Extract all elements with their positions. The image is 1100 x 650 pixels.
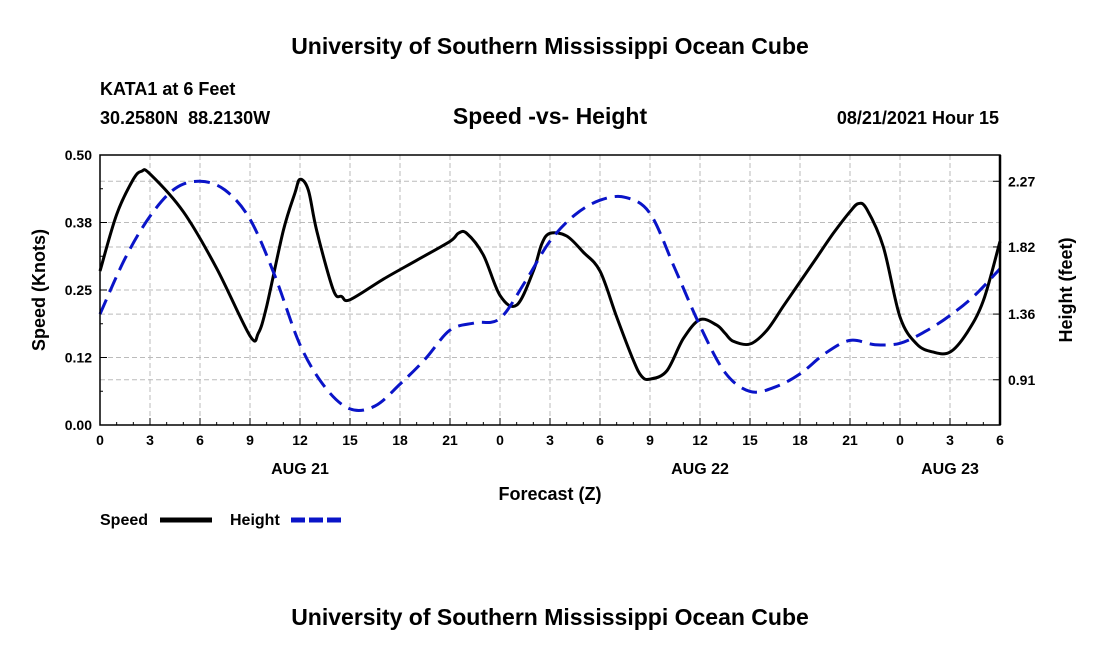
legend: Speed Height bbox=[100, 512, 343, 529]
x-tick-label: 3 bbox=[946, 432, 954, 448]
y-tick-label: 0.00 bbox=[65, 417, 92, 433]
y-tick-label: 0.50 bbox=[65, 147, 92, 163]
y2-tick-label: 1.36 bbox=[1008, 306, 1035, 322]
legend-height-label: Height bbox=[230, 512, 280, 529]
x-tick-label: 6 bbox=[596, 432, 604, 448]
axes: 0 3 6 9 12 15 18 21 0 3 6 9 12 15 18 21 0 3 6 AUG 21 AUG 22 A… bbox=[65, 147, 1036, 478]
x-tick-label: 3 bbox=[546, 432, 554, 448]
x-tick-label: 3 bbox=[146, 432, 154, 448]
x-tick-label: 9 bbox=[646, 432, 654, 448]
x-tick-label: 12 bbox=[292, 432, 308, 448]
y-tick-label: 0.12 bbox=[65, 350, 92, 366]
footer-title: University of Southern Mississippi Ocean… bbox=[291, 604, 809, 630]
legend-speed-label: Speed bbox=[100, 512, 148, 529]
x-tick-label: 0 bbox=[96, 432, 104, 448]
y-axis-label: Speed (Knots) bbox=[29, 229, 49, 351]
chart-title: Speed -vs- Height bbox=[453, 103, 648, 129]
x-tick-label: 6 bbox=[996, 432, 1004, 448]
data-series bbox=[98, 168, 1002, 412]
date-label: AUG 21 bbox=[271, 461, 329, 478]
forecast-datetime: 08/21/2021 Hour 15 bbox=[837, 108, 999, 128]
date-label: AUG 23 bbox=[921, 461, 979, 478]
x-tick-label: 15 bbox=[342, 432, 358, 448]
x-tick-label: 12 bbox=[692, 432, 708, 448]
x-tick-label: 21 bbox=[442, 432, 458, 448]
x-tick-label: 21 bbox=[842, 432, 858, 448]
y-tick-label: 0.38 bbox=[65, 215, 92, 231]
x-tick-label: 0 bbox=[496, 432, 504, 448]
date-label: AUG 22 bbox=[671, 461, 729, 478]
y-tick-label: 0.25 bbox=[65, 282, 92, 298]
x-tick-label: 6 bbox=[196, 432, 204, 448]
x-tick-label: 0 bbox=[896, 432, 904, 448]
y2-tick-label: 2.27 bbox=[1008, 173, 1035, 189]
y2-axis-label: Height (feet) bbox=[1056, 238, 1076, 343]
x-tick-label: 18 bbox=[792, 432, 808, 448]
y2-tick-label: 0.91 bbox=[1008, 372, 1035, 388]
station-coords: 30.2580N 88.2130W bbox=[100, 108, 270, 128]
x-tick-label: 9 bbox=[246, 432, 254, 448]
y2-tick-label: 1.82 bbox=[1008, 239, 1035, 255]
grid-lines bbox=[100, 155, 1000, 425]
x-tick-label: 15 bbox=[742, 432, 758, 448]
station-label: KATA1 at 6 Feet bbox=[100, 79, 235, 99]
x-tick-label: 18 bbox=[392, 432, 408, 448]
x-axis-label: Forecast (Z) bbox=[498, 484, 601, 504]
page-title: University of Southern Mississippi Ocean… bbox=[291, 33, 809, 59]
height-series-line bbox=[98, 179, 1002, 412]
